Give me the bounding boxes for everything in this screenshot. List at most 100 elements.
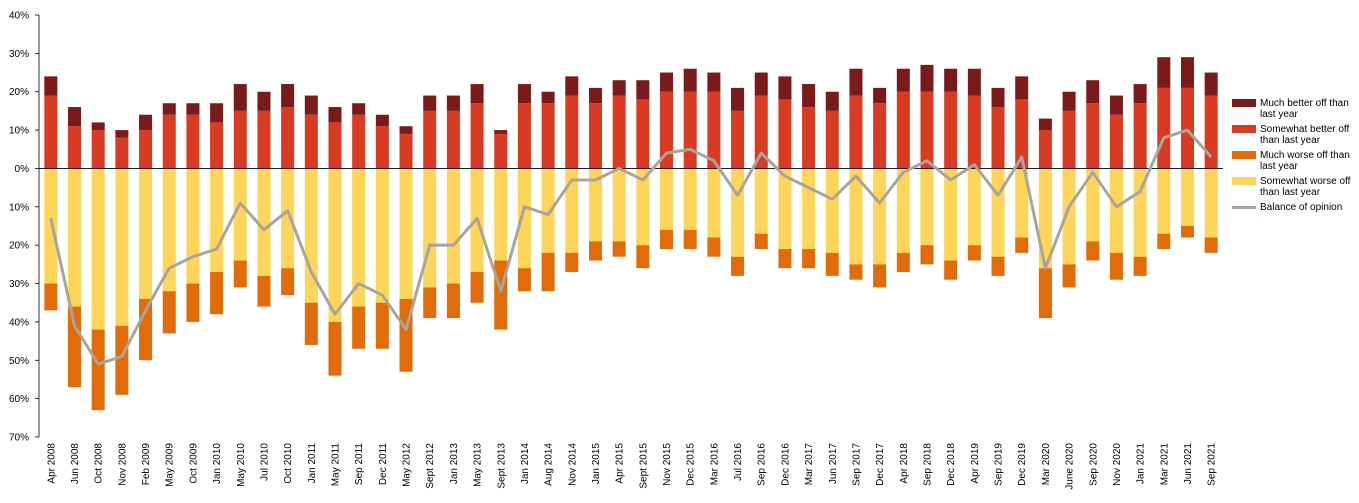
y-tick-label: 20% [9, 241, 29, 252]
bar-segment [210, 103, 224, 123]
bar-segment [446, 110, 460, 169]
bar-segment [588, 87, 602, 104]
bar-segment [565, 252, 579, 273]
bar-segment [328, 107, 342, 123]
y-tick-label: 10% [9, 202, 29, 213]
bar-segment [68, 306, 82, 388]
bar-segment [186, 103, 200, 115]
x-tick-label: Sep 2019 [994, 443, 1005, 486]
bar-segment [612, 95, 626, 169]
bar-segment [920, 168, 934, 246]
bar-segment [304, 114, 318, 169]
bar-segment [967, 95, 981, 169]
bar-segment [849, 264, 863, 280]
bar-segment [588, 103, 602, 169]
bar-segment [778, 168, 792, 250]
bar-segment [517, 168, 531, 269]
legend-item: Somewhat worse off than last year [1232, 176, 1357, 198]
x-tick-label: Jan 2014 [520, 443, 531, 485]
bar-segment [873, 264, 887, 288]
bar-segment [115, 168, 129, 326]
bar-segment [1015, 76, 1029, 100]
bar-segment [636, 80, 650, 100]
bar-segment [920, 91, 934, 169]
bar-segment [565, 76, 579, 96]
bar-segment [1133, 84, 1147, 104]
bar-segment [494, 130, 508, 134]
x-tick-label: Sept 2012 [425, 443, 436, 489]
bar-segment [470, 272, 484, 303]
bar-segment [660, 91, 674, 169]
bar-segment [1204, 72, 1218, 96]
bar-segment [825, 110, 839, 169]
bar-segment [44, 283, 58, 311]
y-tick-label: 50% [9, 356, 29, 367]
bar-segment [423, 110, 437, 169]
bar-segment [944, 91, 958, 169]
x-tick-label: Oct 2009 [188, 443, 199, 484]
bar-segment [873, 87, 887, 104]
legend: Much better off than last year Somewhat b… [1232, 98, 1357, 217]
bar-segment [636, 168, 650, 246]
bar-segment [565, 168, 579, 253]
bar-segment [967, 168, 981, 246]
bar-segment [1109, 168, 1123, 253]
x-tick-label: Jan 2021 [1136, 443, 1147, 485]
bar-segment [186, 168, 200, 284]
bar-segment [683, 229, 697, 250]
bar-segment [1204, 168, 1218, 238]
bar-segment [754, 95, 768, 169]
bar-segment [825, 91, 839, 111]
bar-segment [1086, 103, 1100, 169]
bar-segment [423, 287, 437, 319]
bar-segment [920, 64, 934, 92]
bar-segment [115, 130, 129, 138]
x-tick-label: Jan 2010 [212, 443, 223, 485]
bar-segment [494, 133, 508, 169]
x-tick-label: Apr 2019 [970, 443, 981, 484]
bar-segment [1133, 103, 1147, 169]
bar-segment [186, 114, 200, 169]
bar-segment [1038, 130, 1052, 169]
legend-swatch [1232, 99, 1256, 107]
y-tick-label: 30% [9, 49, 29, 60]
bar-segment [636, 99, 650, 169]
x-tick-label: Aug 2014 [544, 443, 555, 486]
bar-segment [991, 256, 1005, 276]
bar-segment [991, 87, 1005, 108]
bar-segment [849, 168, 863, 265]
bar-segment [399, 133, 413, 169]
bar-segment [162, 103, 176, 115]
bar-segment [91, 329, 105, 411]
bar-segment [754, 72, 768, 96]
y-tick-label: 60% [9, 394, 29, 405]
x-tick-label: Sep 2011 [354, 443, 365, 486]
bar-segment [399, 168, 413, 299]
bar-segment [186, 283, 200, 322]
bar-segment [1133, 256, 1147, 276]
bar-segment [1157, 87, 1171, 169]
x-tick-label: Jan 2011 [307, 443, 318, 484]
bar-segment [1109, 114, 1123, 169]
bar-segment [1015, 168, 1029, 238]
legend-label: Balance of opinion [1260, 202, 1343, 213]
bar-segment [517, 84, 531, 104]
bar-segment [1180, 87, 1194, 169]
bar-segment [470, 103, 484, 169]
x-tick-label: Nov 2014 [567, 443, 578, 486]
bar-segment [233, 110, 247, 169]
x-tick-label: June 2020 [1065, 443, 1076, 490]
x-tick-label: Sep 2018 [923, 443, 934, 486]
bar-segment [352, 306, 366, 349]
bar-segment [375, 302, 389, 349]
bar-segment [1086, 241, 1100, 261]
bar-segment [91, 168, 105, 330]
x-tick-label: Dec 2017 [875, 443, 886, 486]
bar-segment [731, 87, 745, 111]
legend-item: Much worse off than last year [1232, 150, 1357, 172]
bar-segment [1180, 226, 1194, 238]
bar-segment [375, 168, 389, 303]
bar-segment [920, 245, 934, 265]
x-tick-label: Jun 2008 [70, 443, 81, 485]
